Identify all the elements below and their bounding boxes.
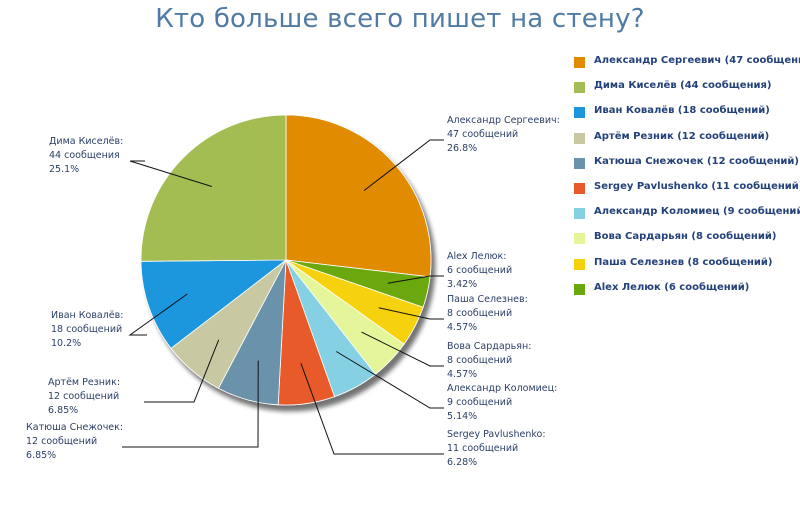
slice-label-паша-селезнев: Паша Селезнев: 8 сообщений 4.57%	[447, 294, 528, 333]
legend-swatch	[574, 182, 585, 194]
legend-label: Вова Сардарьян (8 сообщений)	[594, 231, 777, 243]
pie-slices	[140, 114, 432, 406]
pie-slice-дима-киселёв[interactable]	[140, 114, 287, 262]
legend-item-дима-киселёв[interactable]: Дима Киселёв (44 сообщения)	[574, 78, 798, 103]
legend-item-sergey-pavlushenko[interactable]: Sergey Pavlushenko (11 сообщений)	[574, 179, 800, 204]
slice-label-александр-коломиец: Александр Коломиец: 9 сообщений 5.14%	[447, 383, 557, 422]
slice-label-вова-сардарьян: Вова Сардарьян: 8 сообщений 4.57%	[447, 341, 531, 380]
leader-line-sergey-pavlushenko	[300, 363, 444, 455]
pie-slice-иван-ковалёв[interactable]	[140, 259, 288, 349]
legend-label: Катюша Снежочек (12 сообщений)	[594, 155, 800, 167]
slice-labels: Александр Сергеевич: 47 сообщений 26.8% Ale…	[26, 115, 560, 468]
leader-line-александр-коломиец	[336, 351, 444, 409]
legend-label: Александр Коломиец (9 сообщений)	[594, 206, 800, 218]
leader-line-александр-сергеевич	[363, 139, 444, 191]
pie-slice-александр-сергеевич[interactable]	[285, 114, 432, 278]
legend-label: Alex Лелюк (6 сообщений)	[594, 281, 750, 293]
leader-lines	[122, 139, 444, 455]
slice-label-иван-ковалёв: Иван Ковалёв: 18 сообщений 10.2%	[51, 310, 123, 349]
chart-title: Кто больше всего пишет на стену?	[155, 4, 645, 34]
legend-swatch	[574, 258, 585, 270]
legend-item-александр-коломиец[interactable]: Александр Коломиец (9 сообщений)	[574, 204, 800, 229]
legend-swatch	[574, 107, 585, 119]
leader-line-паша-селезнев	[378, 307, 444, 320]
legend-item-паша-селезнев[interactable]: Паша Селезнев (8 сообщений)	[574, 255, 798, 280]
leader-line-катюша-снежочек	[122, 360, 259, 448]
legend-swatch	[574, 233, 585, 245]
slice-label-дима-киселёв: Дима Киселёв: 44 сообщения 25.1%	[49, 136, 123, 175]
legend-swatch	[574, 157, 585, 169]
leader-line-alex-лелюк	[387, 275, 444, 284]
legend-label: Иван Ковалёв (18 сообщений)	[594, 105, 770, 117]
legend-swatch	[574, 283, 585, 295]
legend-swatch	[574, 57, 585, 68]
slice-label-sergey-pavlushenko: Sergey Pavlushenko: 11 сообщений 6.28%	[447, 429, 546, 468]
legend-item-александр-сергеевич[interactable]: Александр Сергеевич (47 сообщений	[574, 53, 800, 78]
legend-label: Дима Киселёв (44 сообщения)	[594, 80, 772, 92]
legend-item-катюша-снежочек[interactable]: Катюша Снежочек (12 сообщений)	[574, 154, 800, 179]
legend-item-alex-лелюк[interactable]: Alex Лелюк (6 сообщений)	[574, 280, 798, 305]
leader-line-вова-сардарьян	[361, 331, 444, 367]
legend-label: Sergey Pavlushenko (11 сообщений)	[594, 180, 800, 192]
legend-label: Александр Сергеевич (47 сообщений	[594, 55, 800, 66]
slice-label-александр-сергеевич: Александр Сергеевич: 47 сообщений 26.8%	[447, 115, 560, 154]
legend-item-вова-сардарьян[interactable]: Вова Сардарьян (8 сообщений)	[574, 229, 798, 254]
legend-label: Артём Резник (12 сообщений)	[594, 130, 770, 142]
leader-line-иван-ковалёв	[128, 293, 188, 336]
legend-swatch	[574, 82, 585, 94]
legend: Александр Сергеевич (47 сообщений Дима Ки…	[574, 53, 800, 305]
slice-label-артём-резник: Артём Резник: 12 сообщений 6.85%	[48, 377, 120, 416]
legend-swatch	[574, 208, 585, 220]
legend-item-иван-ковалёв[interactable]: Иван Ковалёв (18 сообщений)	[574, 103, 798, 128]
legend-item-артём-резник[interactable]: Артём Резник (12 сообщений)	[574, 129, 798, 154]
legend-label: Паша Селезнев (8 сообщений)	[594, 256, 773, 268]
leader-line-дима-киселёв	[129, 160, 212, 187]
slice-label-alex-лелюк: Alex Лелюк: 6 сообщений 3.42%	[447, 251, 512, 290]
slice-label-катюша-снежочек: Катюша Снежочек: 12 сообщений 6.85%	[26, 422, 123, 461]
legend-swatch	[574, 132, 585, 144]
leader-line-артём-резник	[144, 339, 220, 403]
